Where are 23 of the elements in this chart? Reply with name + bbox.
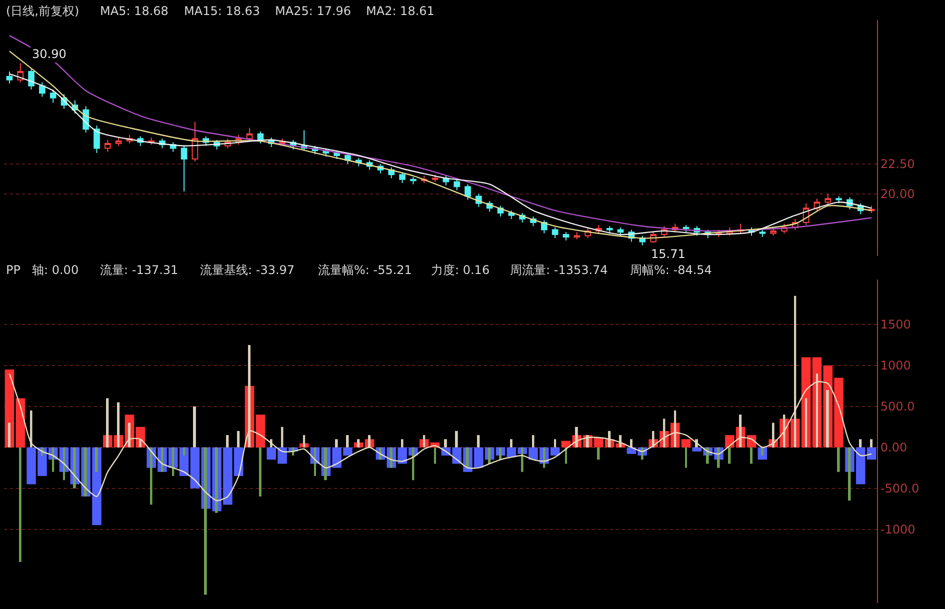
y-tick-label: 0.00 bbox=[880, 440, 908, 455]
y-tick-label: -500.0 bbox=[880, 482, 920, 496]
text: 周幅%: -84.54 bbox=[630, 263, 712, 277]
text: 轴: 0.00 bbox=[32, 263, 79, 277]
y-tick-label: 500.0 bbox=[880, 400, 915, 414]
text: 流量: -137.31 bbox=[100, 263, 178, 277]
y-tick-label: 22.50 bbox=[880, 157, 915, 172]
text: MA2: 18.61 bbox=[366, 4, 434, 18]
text: MA25: 17.96 bbox=[275, 4, 352, 18]
text: 流量幅%: -55.21 bbox=[318, 263, 412, 277]
annotation: 15.71 bbox=[651, 247, 686, 261]
y-tick-label: 1000 bbox=[880, 358, 911, 373]
text: PP bbox=[6, 263, 20, 277]
y-tick-label: -1000 bbox=[880, 522, 916, 536]
text: MA15: 18.63 bbox=[184, 4, 260, 18]
text: 力度: 0.16 bbox=[431, 263, 490, 277]
y-tick-label: 20.00 bbox=[880, 186, 915, 201]
text: 流量基线: -33.97 bbox=[200, 263, 295, 277]
annotation: 30.90 bbox=[32, 47, 66, 61]
y-tick-label: 1500 bbox=[880, 318, 911, 332]
text: MA5: 18.68 bbox=[100, 4, 168, 18]
text: 周流量: -1353.74 bbox=[510, 263, 608, 277]
text: (日线,前复权) bbox=[6, 4, 80, 18]
